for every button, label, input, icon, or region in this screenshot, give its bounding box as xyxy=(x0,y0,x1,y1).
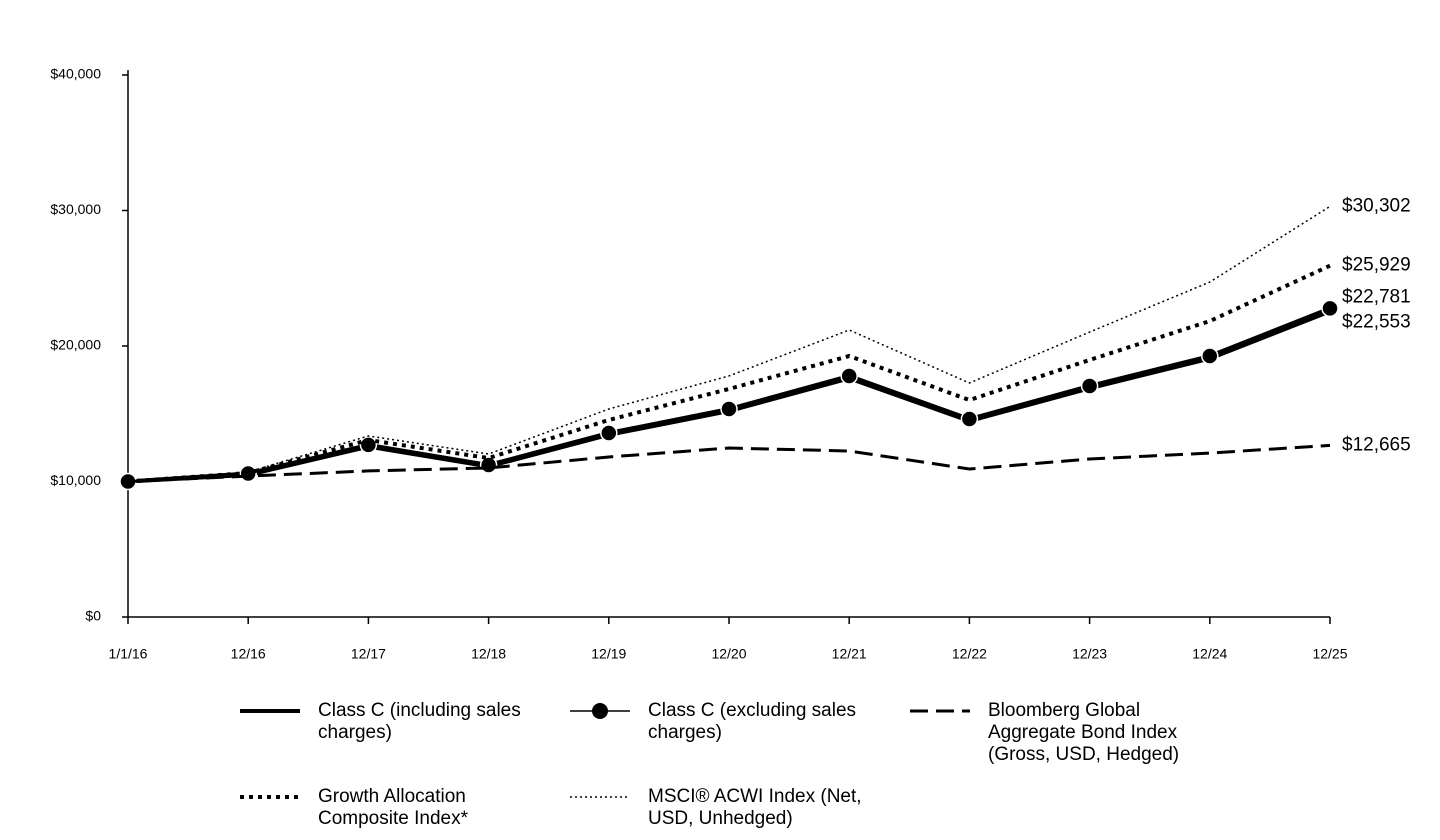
y-tick-label: $10,000 xyxy=(50,472,101,488)
legend-label: Class C (excluding sales charges) xyxy=(648,700,857,743)
legend-icon xyxy=(910,709,970,713)
legend-icon xyxy=(240,709,300,713)
legend-marker xyxy=(592,703,608,719)
legend-label: MSCI® ACWI Index (Net, USD, Unhedged) xyxy=(648,786,862,829)
x-tick-label: 12/20 xyxy=(711,646,746,662)
chart: $0 $10,000 $20,000 $30,000 $40,000 1/1/16 12/1… xyxy=(50,66,1411,662)
x-tick-label: 12/21 xyxy=(832,646,867,662)
legend-item: Bloomberg Global Aggregate Bond Index (G… xyxy=(910,700,1220,766)
y-tick-label: $0 xyxy=(85,608,101,624)
legend-label: Bloomberg Global Aggregate Bond Index (G… xyxy=(988,700,1180,765)
x-tick-label: 12/25 xyxy=(1312,646,1347,662)
data-label: $22,553 xyxy=(1342,311,1411,332)
legend-label: Class C (including sales charges) xyxy=(318,700,521,743)
x-tick-label: 12/22 xyxy=(952,646,987,662)
marker xyxy=(479,456,498,474)
data-label: $25,929 xyxy=(1342,255,1411,276)
marker xyxy=(960,410,979,428)
y-tick-label: $20,000 xyxy=(50,337,101,353)
data-label: $22,781 xyxy=(1342,286,1411,307)
series-line xyxy=(127,205,1331,483)
marker xyxy=(1321,299,1339,318)
legend-item: MSCI® ACWI Index (Net, USD, Unhedged) xyxy=(570,786,880,830)
y-tick-label: $40,000 xyxy=(50,66,101,82)
x-tick-label: 12/18 xyxy=(471,646,506,662)
series-line xyxy=(127,443,1331,483)
legend-item: Class C (excluding sales charges) xyxy=(570,700,880,744)
marker xyxy=(840,367,858,385)
y-tick-label: $30,000 xyxy=(50,201,101,217)
marker xyxy=(1080,377,1099,395)
legend-icon xyxy=(240,795,300,799)
x-tick-label: 12/23 xyxy=(1072,646,1107,662)
data-label: $30,302 xyxy=(1342,195,1411,216)
x-tick-label: 12/24 xyxy=(1192,646,1227,662)
x-tick-label: 12/17 xyxy=(351,646,386,662)
series-line xyxy=(127,263,1331,484)
marker xyxy=(600,424,618,442)
x-tick-label: 12/19 xyxy=(591,646,626,662)
legend-item: Class C (including sales charges) xyxy=(240,700,550,744)
data-label: $12,665 xyxy=(1342,434,1411,455)
marker xyxy=(359,436,378,454)
legend-label: Growth Allocation Composite Index* xyxy=(318,786,468,829)
x-tick-label: 12/16 xyxy=(231,646,266,662)
marker xyxy=(1201,347,1219,365)
legend-item: Growth Allocation Composite Index* xyxy=(240,786,550,830)
marker xyxy=(720,400,738,418)
x-tick-label: 1/1/16 xyxy=(109,646,148,662)
legend-icon xyxy=(570,703,630,719)
legend-icon xyxy=(570,796,630,798)
